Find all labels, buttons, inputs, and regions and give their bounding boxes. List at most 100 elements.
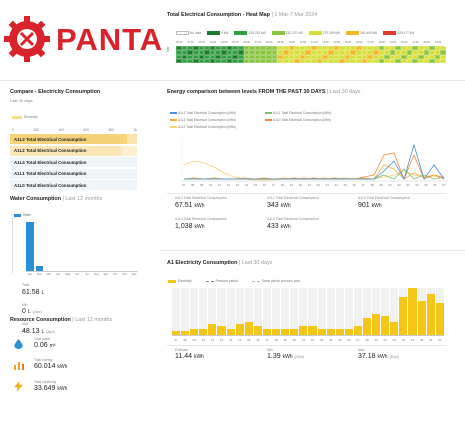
heatmap-cell[interactable]	[176, 50, 182, 55]
heatmap-cell[interactable]	[322, 46, 328, 51]
heatmap-cell[interactable]	[221, 58, 227, 63]
heatmap-cell[interactable]	[266, 54, 272, 59]
heatmap-cell[interactable]	[311, 50, 317, 55]
heatmap-cell[interactable]	[406, 58, 413, 63]
heatmap-cell[interactable]	[299, 50, 306, 55]
heatmap-cell[interactable]	[372, 46, 379, 51]
heatmap-cell[interactable]	[277, 58, 283, 63]
heatmap-cell[interactable]	[221, 50, 227, 55]
heatmap-cell[interactable]	[237, 54, 244, 59]
heatmap-cell[interactable]	[249, 50, 255, 55]
heatmap-cell[interactable]	[288, 54, 295, 59]
heatmap-cell[interactable]	[237, 58, 244, 63]
heatmap-cell[interactable]	[389, 46, 396, 51]
heatmap-cell[interactable]	[395, 58, 401, 63]
heatmap-cell[interactable]	[361, 54, 368, 59]
a1-bar-chart[interactable]	[172, 288, 444, 336]
heatmap-cell[interactable]	[423, 50, 430, 55]
heatmap-cell[interactable]	[361, 46, 368, 51]
heatmap-cell[interactable]	[254, 50, 261, 55]
a1-bar-column[interactable]	[308, 288, 317, 335]
heatmap-cell[interactable]	[243, 54, 250, 59]
heatmap-cell[interactable]	[322, 50, 328, 55]
heatmap-cell[interactable]	[232, 54, 238, 59]
a1-bar-column[interactable]	[326, 288, 335, 335]
heatmap-cell[interactable]	[384, 46, 390, 51]
heatmap-cell[interactable]	[266, 58, 272, 63]
heatmap-cell[interactable]	[271, 54, 278, 59]
heatmap-cell[interactable]	[221, 46, 227, 51]
heatmap-cell[interactable]	[192, 58, 199, 63]
heatmap-cell[interactable]	[327, 46, 334, 51]
heatmap-cell[interactable]	[299, 54, 306, 59]
heatmap-cell[interactable]	[254, 54, 261, 59]
heatmap-cell[interactable]	[367, 50, 373, 55]
heatmap-cell[interactable]	[204, 50, 210, 55]
heatmap-cell[interactable]	[176, 54, 182, 59]
heatmap-cell[interactable]	[423, 54, 430, 59]
heatmap-cell[interactable]	[294, 54, 300, 59]
heatmap-cell[interactable]	[209, 54, 216, 59]
a1-bar-column[interactable]	[172, 288, 181, 335]
heatmap-cell[interactable]	[327, 50, 334, 55]
heatmap-cell[interactable]	[440, 46, 446, 51]
heatmap-cell[interactable]	[249, 46, 255, 51]
heatmap-cell[interactable]	[434, 50, 441, 55]
heatmap-cell[interactable]	[249, 58, 255, 63]
a1-bar-column[interactable]	[208, 288, 217, 335]
a1-bar-column[interactable]	[272, 288, 281, 335]
heatmap-cell[interactable]	[288, 58, 295, 63]
heatmap-cell[interactable]	[215, 50, 221, 55]
heatmap-cell[interactable]	[406, 50, 413, 55]
heatmap-cell[interactable]	[389, 58, 396, 63]
heatmap-cell[interactable]	[243, 50, 250, 55]
legend-item[interactable]: A1L1 Total Electrical Consumption (kWh)	[265, 111, 331, 115]
heatmap-cell[interactable]	[198, 46, 205, 51]
legend-item[interactable]: A1L0 Total Electrical Consumption (kWh)	[265, 118, 331, 122]
compare-row[interactable]: A1L3 Total Electrical Consumption	[10, 134, 137, 144]
heatmap-cell[interactable]	[254, 58, 261, 63]
heatmap-cell[interactable]	[176, 46, 182, 51]
heatmap-cell[interactable]	[389, 50, 396, 55]
heatmap-cell[interactable]	[429, 58, 435, 63]
heatmap-cell[interactable]	[378, 46, 385, 51]
heatmap-cell[interactable]	[412, 46, 418, 51]
heatmap-cell[interactable]	[417, 58, 424, 63]
legend-item[interactable]: A1L3 Total Electrical Consumption (kWh)	[170, 111, 236, 115]
heatmap-cell[interactable]	[282, 54, 289, 59]
heatmap-cell[interactable]	[378, 54, 385, 59]
heatmap-cell[interactable]	[305, 58, 311, 63]
heatmap-cell[interactable]	[361, 50, 368, 55]
a1-bar-column[interactable]	[344, 288, 353, 335]
heatmap-cell[interactable]	[226, 50, 233, 55]
heatmap-cell[interactable]	[282, 50, 289, 55]
compare-row[interactable]: A1L4 Total Electrical Consumption	[10, 157, 137, 167]
a1-bar-column[interactable]	[399, 288, 408, 335]
heatmap-cell[interactable]	[232, 46, 238, 51]
heatmap-cell[interactable]	[311, 54, 317, 59]
heatmap-cell[interactable]	[243, 58, 250, 63]
heatmap-cell[interactable]	[204, 54, 210, 59]
a1-bar-column[interactable]	[408, 288, 417, 335]
heatmap-cell[interactable]	[356, 50, 362, 55]
heatmap-cell[interactable]	[434, 54, 441, 59]
heatmap-cell[interactable]	[384, 50, 390, 55]
heatmap-cell[interactable]	[384, 54, 390, 59]
a1-bar-column[interactable]	[317, 288, 326, 335]
heatmap-cell[interactable]	[429, 46, 435, 51]
a1-bar-column[interactable]	[235, 288, 244, 335]
heatmap-cell[interactable]	[434, 46, 441, 51]
heatmap-cell[interactable]	[305, 50, 311, 55]
heatmap-cell[interactable]	[260, 54, 266, 59]
heatmap-cell[interactable]	[417, 54, 424, 59]
compare-row[interactable]: A1L1 Total Electrical Consumption	[10, 168, 137, 179]
heatmap-cell[interactable]	[316, 54, 323, 59]
heatmap-cell[interactable]	[327, 58, 334, 63]
a1-bar-column[interactable]	[299, 288, 308, 335]
heatmap-cell[interactable]	[344, 54, 351, 59]
heatmap-cell[interactable]	[344, 58, 351, 63]
heatmap-cell[interactable]	[406, 54, 413, 59]
heatmap-cell[interactable]	[260, 58, 266, 63]
a1-bar-column[interactable]	[435, 288, 444, 335]
heatmap-cell[interactable]	[271, 58, 278, 63]
